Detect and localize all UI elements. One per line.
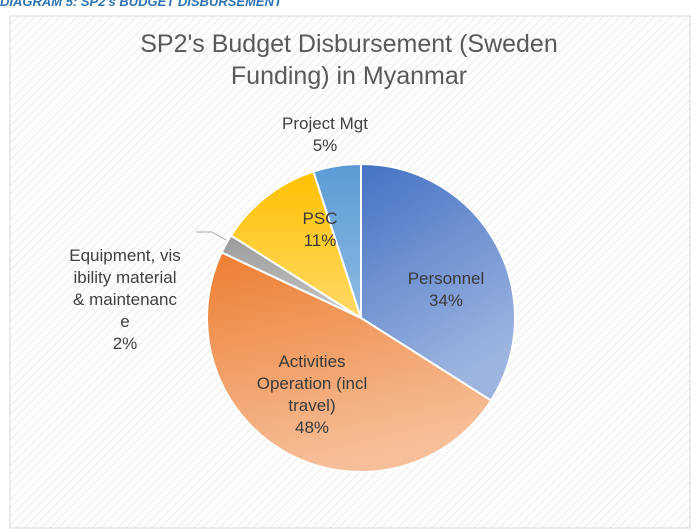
- label-name: Personnel: [407, 269, 485, 288]
- leader-line: [196, 231, 227, 241]
- slice-label: Equipment, visibility material & mainten…: [69, 245, 181, 355]
- slice-label: PSC 11%: [290, 208, 350, 252]
- label-value: 48%: [294, 418, 330, 437]
- label-value: 5%: [312, 136, 338, 155]
- pie-slice: [229, 170, 363, 321]
- label-name: Activities Operation (incl travel): [256, 352, 368, 415]
- label-name: Project Mgt: [282, 114, 368, 133]
- chart-title: SP2's Budget Disbursement (Sweden Fundin…: [140, 30, 558, 90]
- label-name: PSC: [302, 209, 338, 228]
- slice-label: Activities Operation (incl travel) 48%: [247, 351, 377, 439]
- label-value: 11%: [303, 231, 337, 250]
- pie-slice: [206, 251, 493, 473]
- label-value: 34%: [428, 291, 464, 310]
- pie-slice: [312, 162, 362, 319]
- slice-label: Personnel 34%: [391, 268, 501, 312]
- label-value: 2%: [112, 334, 138, 353]
- caption: DIAGRAM 5: SP2's BUDGET DISBURSEMENT: [0, 0, 282, 9]
- pie: [206, 162, 516, 473]
- slice-label: Project Mgt 5%: [255, 113, 395, 157]
- label-name: Equipment, visibility material & mainten…: [69, 246, 181, 331]
